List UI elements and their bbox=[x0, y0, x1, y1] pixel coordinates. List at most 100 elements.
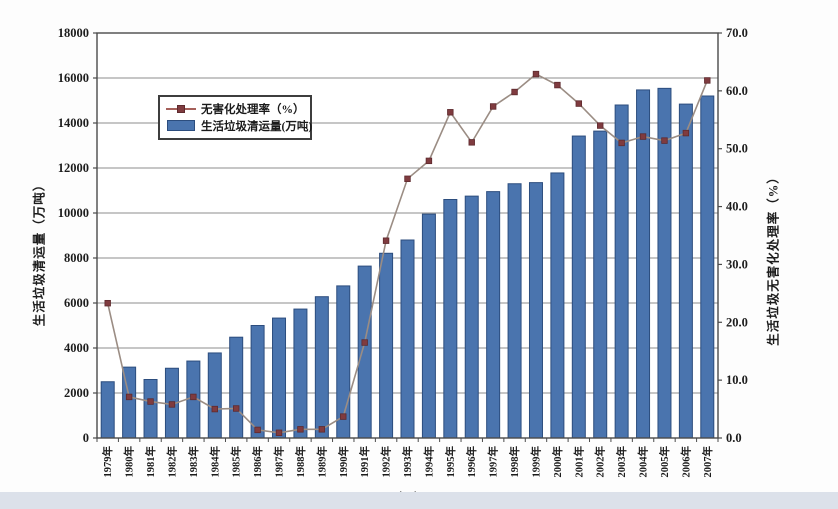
bar bbox=[143, 379, 158, 439]
line-marker bbox=[232, 405, 240, 412]
bar bbox=[100, 381, 115, 439]
x-axis-tick-label: 1982年 bbox=[165, 446, 178, 478]
line-marker bbox=[532, 70, 540, 78]
bar bbox=[421, 213, 436, 439]
line-marker bbox=[275, 429, 283, 436]
x-axis-tick-label: 1989年 bbox=[315, 446, 328, 478]
line-marker bbox=[147, 398, 154, 405]
bar bbox=[314, 296, 329, 439]
bar bbox=[272, 317, 287, 439]
x-axis-tick-label: 1990年 bbox=[337, 446, 350, 478]
bar bbox=[486, 191, 501, 439]
right-axis-tick-label: 10.0 bbox=[726, 373, 748, 387]
bar bbox=[700, 95, 715, 439]
plot-border bbox=[96, 32, 719, 439]
right-axis-tick-label: 40.0 bbox=[726, 200, 748, 214]
left-axis-tick-label: 14000 bbox=[58, 116, 89, 130]
x-axis-tick-label: 1986年 bbox=[251, 446, 264, 478]
x-axis-tick-label: 1995年 bbox=[444, 446, 457, 478]
x-axis-tick-label: 1981年 bbox=[144, 446, 157, 478]
left-axis-title: 生活垃圾清运量（万吨） bbox=[32, 177, 47, 327]
line-marker bbox=[575, 100, 583, 107]
legend-label-line: 无害化处理率（%） bbox=[201, 103, 305, 116]
left-axis-tick-label: 2000 bbox=[64, 386, 89, 400]
right-axis-title: 生活垃圾无害化处理率（%） bbox=[766, 170, 781, 346]
bar bbox=[571, 135, 586, 439]
left-axis-tick-label: 4000 bbox=[64, 341, 89, 355]
legend-marker-icon bbox=[177, 104, 185, 113]
line-marker bbox=[125, 393, 133, 401]
bar bbox=[550, 172, 565, 439]
line-marker bbox=[254, 426, 261, 434]
line-series-swatch-icon bbox=[166, 104, 196, 113]
line-marker bbox=[361, 339, 368, 346]
bar bbox=[293, 308, 308, 439]
x-axis-tick-label: 1980年 bbox=[123, 446, 136, 478]
left-axis-tick-label: 12000 bbox=[58, 161, 89, 175]
bar bbox=[400, 239, 415, 439]
x-axis-tick-label: 1994年 bbox=[422, 446, 435, 478]
line-marker bbox=[104, 299, 111, 307]
bar bbox=[357, 265, 372, 439]
right-axis-tick-label: 50.0 bbox=[726, 142, 748, 156]
line-marker bbox=[447, 109, 454, 116]
right-axis-tick-label: 20.0 bbox=[726, 315, 748, 329]
right-axis-tick-label: 70.0 bbox=[726, 26, 748, 40]
line-marker bbox=[489, 103, 497, 110]
line-marker bbox=[682, 129, 690, 137]
legend-item-line: 无害化处理率（%） bbox=[166, 100, 305, 117]
legend-item-bar: 生活垃圾清运量(万吨) bbox=[166, 117, 312, 134]
x-axis-tick-label: 1998年 bbox=[508, 446, 521, 478]
right-axis-tick-label: 60.0 bbox=[726, 84, 748, 98]
x-axis-tick-label: 1996年 bbox=[465, 446, 478, 478]
x-axis-tick-label: 1983年 bbox=[187, 446, 200, 478]
x-axis-tick-label: 1997年 bbox=[487, 445, 500, 477]
x-axis-tick-label: 2001年 bbox=[572, 446, 585, 478]
bar bbox=[443, 199, 458, 439]
right-axis-tick-label: 30.0 bbox=[726, 257, 748, 271]
bar bbox=[464, 195, 479, 439]
chart-legend: 无害化处理率（%） 生活垃圾清运量(万吨) bbox=[158, 95, 312, 140]
right-axis-tick-label: 0.0 bbox=[726, 431, 742, 445]
x-axis-tick-label: 1985年 bbox=[230, 446, 243, 478]
bar bbox=[678, 103, 693, 439]
line-marker bbox=[168, 401, 176, 408]
x-axis-tick-label: 1991年 bbox=[358, 446, 371, 478]
bar bbox=[528, 182, 543, 439]
x-axis-tick-label: 2006年 bbox=[679, 446, 692, 478]
bar bbox=[593, 130, 608, 439]
legend-label-bar: 生活垃圾清运量(万吨) bbox=[201, 120, 313, 133]
x-axis-tick-label: 2007年 bbox=[701, 446, 714, 478]
bar bbox=[207, 352, 222, 439]
bar bbox=[614, 104, 629, 439]
line-marker bbox=[661, 137, 668, 144]
x-axis-tick-label: 1992年 bbox=[380, 446, 393, 478]
line-marker bbox=[704, 77, 711, 84]
x-axis-tick-label: 2004年 bbox=[637, 446, 650, 478]
legend-bar-icon bbox=[167, 120, 195, 131]
x-axis-tick-label: 2002年 bbox=[594, 446, 607, 478]
x-axis-tick-label: 1993年 bbox=[401, 446, 414, 478]
x-axis-tick-label: 2003年 bbox=[615, 446, 628, 478]
x-axis-tick-label: 1999年 bbox=[529, 446, 542, 478]
line-marker bbox=[554, 81, 561, 89]
line-marker bbox=[511, 88, 518, 96]
left-axis-tick-label: 0 bbox=[83, 431, 89, 445]
line-marker bbox=[190, 393, 197, 401]
x-axis-tick-label: 1979年 bbox=[101, 446, 114, 478]
line-marker bbox=[340, 413, 347, 420]
bar bbox=[507, 183, 522, 439]
line-marker bbox=[404, 175, 411, 182]
line-marker bbox=[211, 405, 218, 413]
line-marker bbox=[318, 426, 326, 433]
bar bbox=[250, 325, 265, 439]
bar bbox=[379, 252, 394, 439]
bar bbox=[636, 89, 651, 439]
left-axis-tick-label: 18000 bbox=[58, 26, 89, 40]
line-marker bbox=[382, 237, 390, 244]
x-axis-tick-label: 1987年 bbox=[273, 446, 286, 478]
left-axis-tick-label: 8000 bbox=[64, 251, 89, 265]
line-marker bbox=[468, 139, 475, 146]
